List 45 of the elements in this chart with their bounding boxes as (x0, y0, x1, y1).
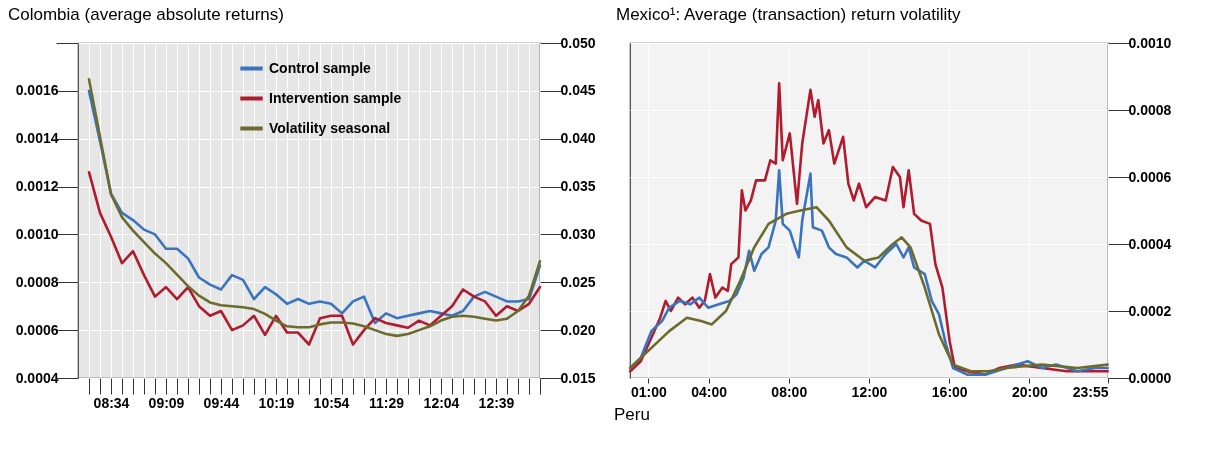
legend-label: Control sample (269, 59, 372, 76)
y2-tick-label: 0.0006 (1128, 168, 1172, 185)
y2-tick-label: 0.045 (560, 82, 596, 99)
x-tick-label: 12:00 (851, 383, 888, 400)
line-series (628, 205, 1109, 373)
y2-tick-label: 0.025 (560, 273, 596, 290)
x-tick-label: 09:44 (203, 394, 240, 411)
legend-label: Volatility seasonal (269, 119, 391, 136)
legend-label: Intervention sample (269, 89, 402, 106)
y-tick-label: 0.0010 (15, 225, 59, 242)
x-tick-label: 09:09 (148, 394, 185, 411)
y2-tick-label: 0.0008 (1128, 101, 1172, 118)
y2-tick-label: 0.0000 (1128, 369, 1172, 386)
x-tick-label: 23:55 (1072, 383, 1109, 400)
y-tick-label: 0.0014 (15, 130, 59, 147)
y-tick-label: 0.0004 (15, 369, 59, 386)
y2-tick-label: 0.015 (560, 369, 596, 386)
x-tick-label: 04:00 (691, 383, 728, 400)
x-tick-label: 12:04 (423, 394, 460, 411)
y-tick-label: 0.0008 (15, 273, 59, 290)
y-tick-label: 0.0016 (15, 82, 59, 99)
y-tick-label: 0.0006 (15, 321, 59, 338)
y2-tick-label: 0.0004 (1128, 235, 1172, 252)
line-series (87, 170, 542, 346)
y2-tick-label: 0.040 (560, 130, 596, 147)
chart-title: Colombia (average absolute returns) (8, 5, 284, 24)
x-tick-label: 08:34 (93, 394, 130, 411)
y2-tick-label: 0.030 (560, 225, 596, 242)
x-tick-label: 01:00 (630, 383, 667, 400)
x-tick-label: 16:00 (931, 383, 968, 400)
text: Peru (614, 405, 651, 425)
x-tick-label: 11:29 (368, 394, 405, 411)
y2-tick-label: 0.0010 (1128, 34, 1172, 51)
x-tick-label: 08:00 (771, 383, 808, 400)
x-tick-label: 20:00 (1012, 383, 1049, 400)
x-tick-label: 12:39 (478, 394, 515, 411)
x-tick-label: 10:19 (258, 394, 295, 411)
y2-tick-label: 0.0002 (1128, 302, 1172, 319)
y2-tick-label: 0.020 (560, 321, 596, 338)
y2-tick-label: 0.035 (560, 178, 596, 195)
chart-title: Mexico¹: Average (transaction) return volatility (616, 5, 962, 24)
y-tick-label: 0.0012 (15, 178, 59, 195)
x-tick-label: 10:54 (313, 394, 350, 411)
line-series (628, 81, 1109, 376)
y2-tick-label: 0.050 (560, 34, 596, 51)
